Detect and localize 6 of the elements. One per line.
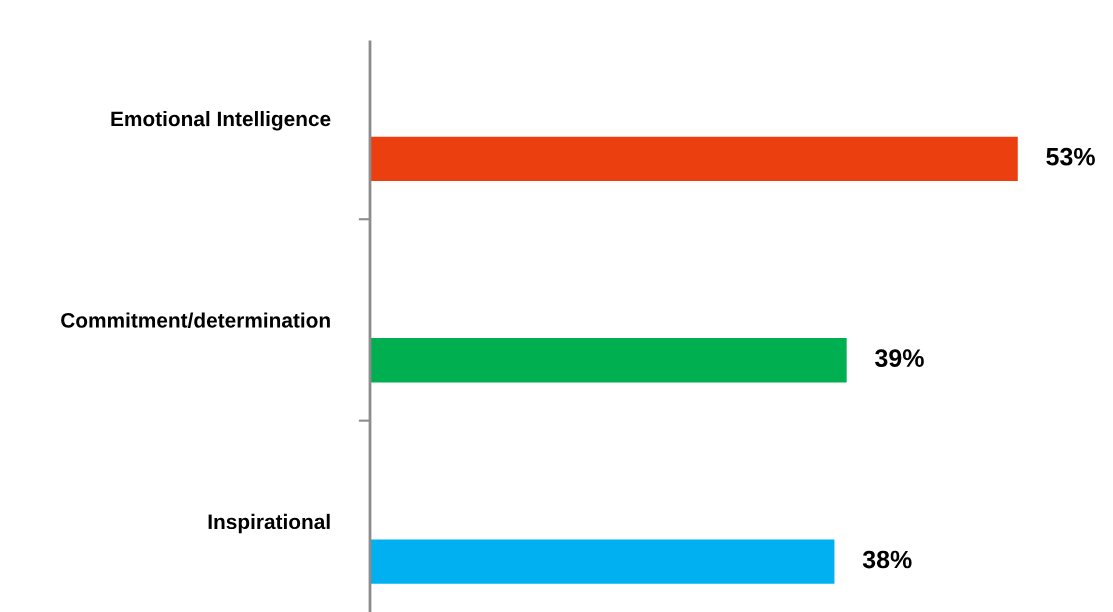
data-label: 53% bbox=[1046, 147, 1095, 166]
y-tick-label: Emotional Intelligence bbox=[111, 110, 331, 131]
y-tick-label: Inspirational bbox=[208, 513, 330, 534]
data-label: 38% bbox=[862, 550, 912, 569]
data-label: 39% bbox=[875, 349, 924, 367]
y-tick-label: Commitment/determination bbox=[61, 312, 330, 328]
